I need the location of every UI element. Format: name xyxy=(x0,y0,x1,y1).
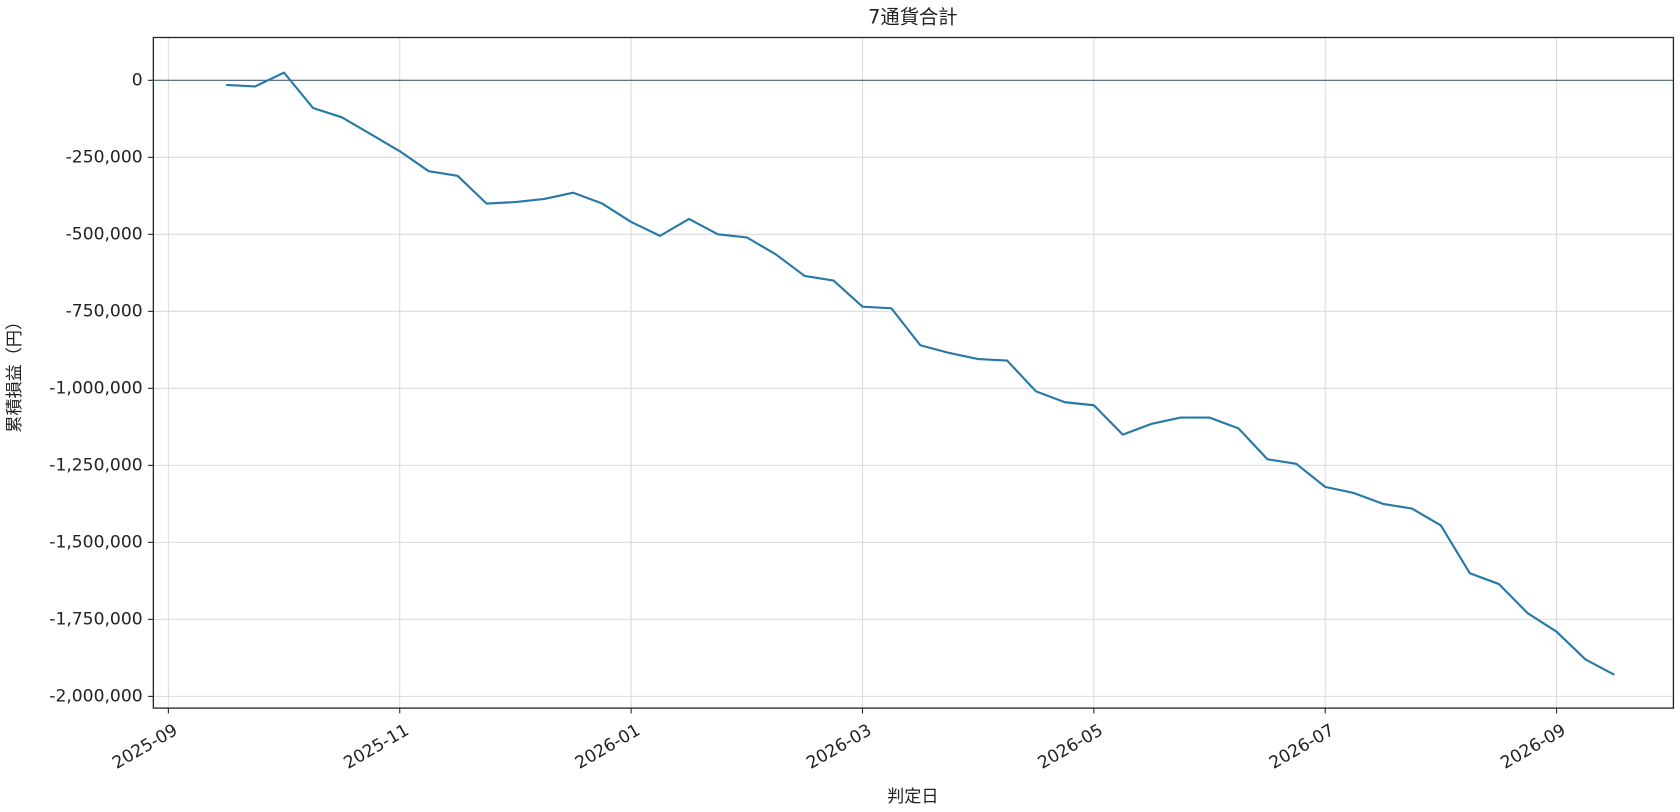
y-tick-label: -500,000 xyxy=(66,224,143,244)
x-tick-label: 2026-05 xyxy=(1035,720,1107,773)
y-tick-label: -1,000,000 xyxy=(49,378,142,398)
y-tick-label: -1,250,000 xyxy=(49,455,142,475)
y-tick-label: -1,750,000 xyxy=(49,609,142,629)
y-axis-label: 累積損益（円） xyxy=(5,313,25,433)
x-axis-label: 判定日 xyxy=(887,787,938,807)
x-tick-label: 2026-09 xyxy=(1497,720,1569,773)
x-tick-label: 2025-11 xyxy=(341,720,413,773)
y-tick-label: -2,000,000 xyxy=(49,686,142,706)
x-tick-label: 2026-07 xyxy=(1266,720,1338,773)
x-tick-label: 2026-01 xyxy=(572,720,644,773)
y-tick-label: 0 xyxy=(132,70,143,90)
plot-frame xyxy=(152,36,1675,709)
chart-title: 7通貨合計 xyxy=(868,6,957,29)
data-line xyxy=(226,71,1615,676)
y-tick-label: -250,000 xyxy=(66,147,143,167)
x-tick-label: 2025-09 xyxy=(109,720,181,773)
y-tick-label: -750,000 xyxy=(66,301,143,321)
y-tick-label: -1,500,000 xyxy=(49,532,142,552)
x-tick-label: 2026-03 xyxy=(803,720,875,773)
